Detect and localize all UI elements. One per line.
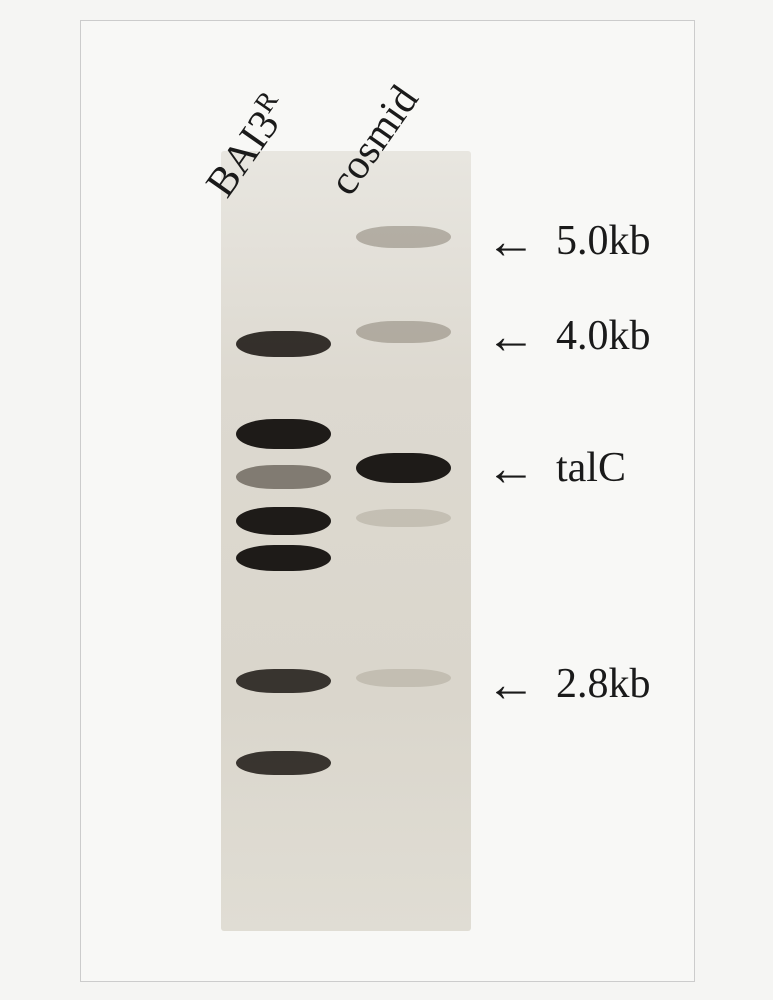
size-marker-label: ← 2.8kb — [486, 659, 651, 709]
arrow-icon: ← — [486, 216, 536, 266]
lane2-band — [356, 453, 451, 483]
size-text: 5.0kb — [556, 217, 651, 265]
lane1-band — [236, 507, 331, 535]
arrow-icon: ← — [486, 443, 536, 493]
lane2-band — [356, 321, 451, 343]
lane1-band — [236, 331, 331, 357]
lane2-band — [356, 226, 451, 248]
lane1-band — [236, 545, 331, 571]
lane1-band — [236, 751, 331, 775]
lane1-band — [236, 419, 331, 449]
size-marker-label: ← 5.0kb — [486, 216, 651, 266]
lane2-band — [356, 669, 451, 687]
size-text: 2.8kb — [556, 660, 651, 708]
gel-figure-panel: BAI3R cosmid ← 5.0kb ← 4.0kb ← talC ← 2.… — [80, 20, 695, 982]
size-marker-label: ← talC — [486, 443, 626, 493]
lane2-band — [356, 509, 451, 527]
lane1-band — [236, 465, 331, 489]
size-marker-label: ← 4.0kb — [486, 311, 651, 361]
arrow-icon: ← — [486, 659, 536, 709]
arrow-icon: ← — [486, 311, 536, 361]
lane1-band — [236, 669, 331, 693]
gel-strip-background — [221, 151, 471, 931]
size-text: talC — [556, 444, 626, 492]
size-text: 4.0kb — [556, 312, 651, 360]
